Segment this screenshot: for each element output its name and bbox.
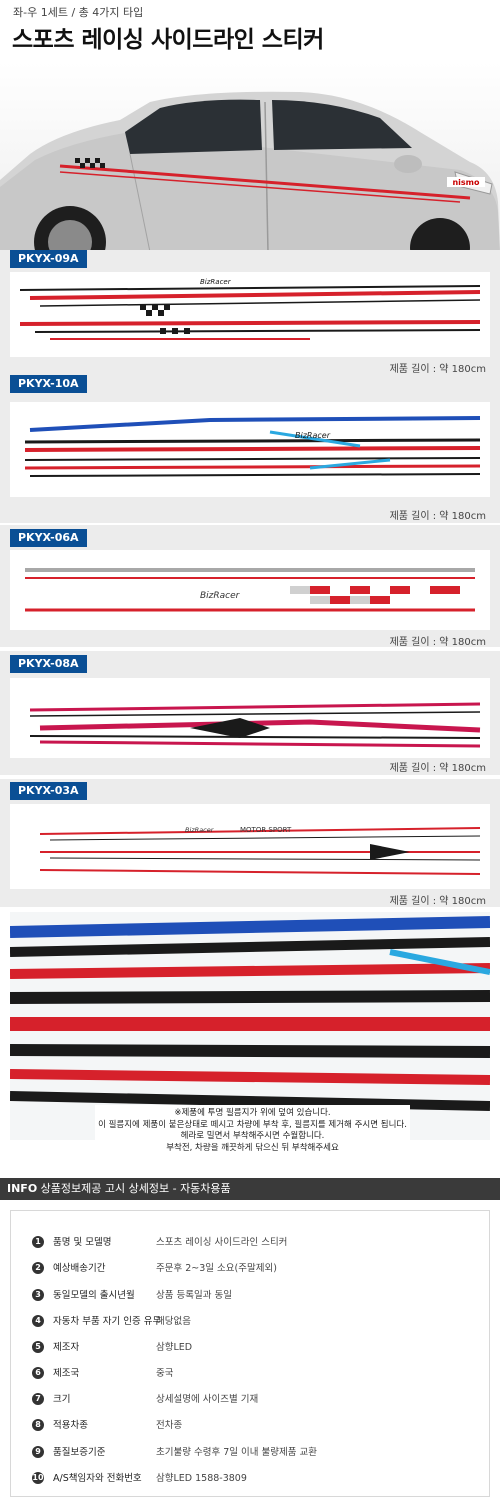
info-row: 3 동일모델의 출시년월 상품 등록일과 동일 (11, 1283, 489, 1307)
info-row-label: 품질보증기준 (53, 1447, 106, 1458)
sticker-logo-text: BizRacer (200, 591, 241, 601)
product-info-table: 1 품명 및 모델명 스포츠 레이싱 사이드라인 스티커 2 예상배송기간 주문… (10, 1210, 490, 1497)
sticker-image: BizRacer (10, 272, 490, 357)
info-row-value: 전차종 (156, 1420, 183, 1431)
product-length: 제품 길이 : 약 180cm (389, 763, 486, 774)
info-row-value: 초기불량 수령후 7일 이내 불량제품 교환 (156, 1447, 317, 1458)
row-number-badge: 4 (32, 1315, 44, 1327)
product-panel-06a: PKYX-06A BizRacer 제품 길이 : 약 180cm (0, 525, 500, 648)
info-row-label: 품명 및 모델명 (53, 1237, 112, 1248)
info-row: 5 제조자 삼향LED (11, 1335, 489, 1359)
row-number-badge: 10 (32, 1472, 44, 1484)
info-row: 10 A/S책임자와 전화번호 삼향LED 1588-3809 (11, 1466, 489, 1490)
sticker-closeup-photo (10, 912, 490, 1140)
row-number-badge: 8 (32, 1419, 44, 1431)
page-title: 스포츠 레이싱 사이드라인 스티커 (12, 27, 324, 53)
product-length: 제품 길이 : 약 180cm (389, 637, 486, 648)
info-row-label: 자동차 부품 자기 인증 유무 (53, 1316, 162, 1327)
info-row-value: 스포츠 레이싱 사이드라인 스티커 (156, 1237, 288, 1248)
product-code-tag: PKYX-10A (10, 375, 87, 393)
info-row-label: 크기 (53, 1394, 71, 1405)
product-code-tag: PKYX-09A (10, 250, 87, 268)
info-row: 9 품질보증기준 초기불량 수령후 7일 이내 불량제품 교환 (11, 1440, 489, 1464)
note-line: 부착전, 차량을 깨끗하게 닦으신 뒤 부착해주세요 (166, 1142, 339, 1153)
info-row-value: 삼향LED (156, 1342, 193, 1353)
sticker-image: BizRacer (10, 550, 490, 630)
info-section-bar: INFO 상품정보제공 고시 상세정보 - 자동차용품 (0, 1178, 500, 1200)
row-number-badge: 2 (32, 1262, 44, 1274)
info-row-value: 중국 (156, 1368, 174, 1379)
product-panel-03a: PKYX-03A BizRacer MOTOR SPORT 제품 길이 : 약 … (0, 779, 500, 907)
product-panel-10a: PKYX-10A BizRacer 제품 길이 : 약 180cm (0, 375, 500, 523)
row-number-badge: 1 (32, 1236, 44, 1248)
info-row-label: 동일모델의 출시년월 (53, 1290, 135, 1301)
info-row-label: 예상배송기간 (53, 1263, 106, 1274)
row-number-badge: 7 (32, 1393, 44, 1405)
info-label: INFO (7, 1182, 38, 1195)
info-row-label: 적용차종 (53, 1420, 88, 1431)
info-row-label: 제조자 (53, 1342, 80, 1353)
sticker-image: BizRacer MOTOR SPORT (10, 804, 490, 889)
note-line: ※제품에 투명 필름지가 위에 덮여 있습니다. (174, 1108, 331, 1118)
info-row-label: A/S책임자와 전화번호 (53, 1473, 142, 1484)
hero-car-image: nismo (0, 62, 500, 274)
info-row: 8 적용차종 전차종 (11, 1413, 489, 1437)
product-panel-08a: PKYX-08A 제품 길이 : 약 180cm (0, 651, 500, 775)
info-row: 6 제조국 중국 (11, 1361, 489, 1385)
info-row: 2 예상배송기간 주문후 2~3일 소요(주말제외) (11, 1256, 489, 1280)
info-row-value: 상세설명에 사이즈별 기재 (156, 1394, 259, 1405)
car-illustration: nismo (0, 91, 500, 274)
sticker-image: BizRacer (10, 402, 490, 497)
info-row-value: 주문후 2~3일 소요(주말제외) (156, 1263, 277, 1274)
info-row-value: 삼향LED 1588-3809 (156, 1473, 247, 1484)
page-header: 좌-우 1세트 / 총 4가지 타입 스포츠 레이싱 사이드라인 스티커 (0, 0, 500, 62)
sticker-logo-text: BizRacer (295, 431, 331, 440)
info-row: 7 크기 상세설명에 사이즈별 기재 (11, 1387, 489, 1411)
sticker-logo-text: BizRacer (200, 278, 232, 286)
row-number-badge: 9 (32, 1446, 44, 1458)
product-length: 제품 길이 : 약 180cm (389, 896, 486, 907)
info-row-value: 상품 등록일과 동일 (156, 1290, 232, 1301)
info-row: 4 자동차 부품 자기 인증 유무 해당없음 (11, 1309, 489, 1333)
page-subtitle: 좌-우 1세트 / 총 4가지 타입 (13, 6, 144, 19)
sticker-motor-sport-text: MOTOR SPORT (240, 826, 292, 834)
product-panel-09a: PKYX-09A BizRacer 제품 길이 : 약 180cm (0, 250, 500, 375)
product-code-tag: PKYX-06A (10, 529, 87, 547)
car-brand-badge: nismo (452, 178, 480, 187)
product-length: 제품 길이 : 약 180cm (389, 511, 486, 522)
sticker-image (10, 678, 490, 758)
info-row-label: 제조국 (53, 1368, 80, 1379)
note-line: 이 필름지에 제품이 붙은상태로 떼시고 차량에 부착 후, 필름지를 제거해 … (98, 1119, 407, 1130)
product-code-tag: PKYX-08A (10, 655, 87, 673)
note-line: 헤라로 밀면서 부착해주시면 수월합니다. (180, 1131, 325, 1141)
info-bar-text: 상품정보제공 고시 상세정보 - 자동차용품 (40, 1182, 231, 1195)
info-row: 1 품명 및 모델명 스포츠 레이싱 사이드라인 스티커 (11, 1230, 489, 1254)
product-length: 제품 길이 : 약 180cm (389, 364, 486, 375)
sticker-logo-text: BizRacer (185, 826, 215, 834)
product-code-tag: PKYX-03A (10, 782, 87, 800)
attachment-note: ※제품에 투명 필름지가 위에 덮여 있습니다. 이 필름지에 제품이 붙은상태… (95, 1105, 410, 1157)
info-row-value: 해당없음 (156, 1316, 191, 1327)
row-number-badge: 3 (32, 1289, 44, 1301)
row-number-badge: 5 (32, 1341, 44, 1353)
row-number-badge: 6 (32, 1367, 44, 1379)
